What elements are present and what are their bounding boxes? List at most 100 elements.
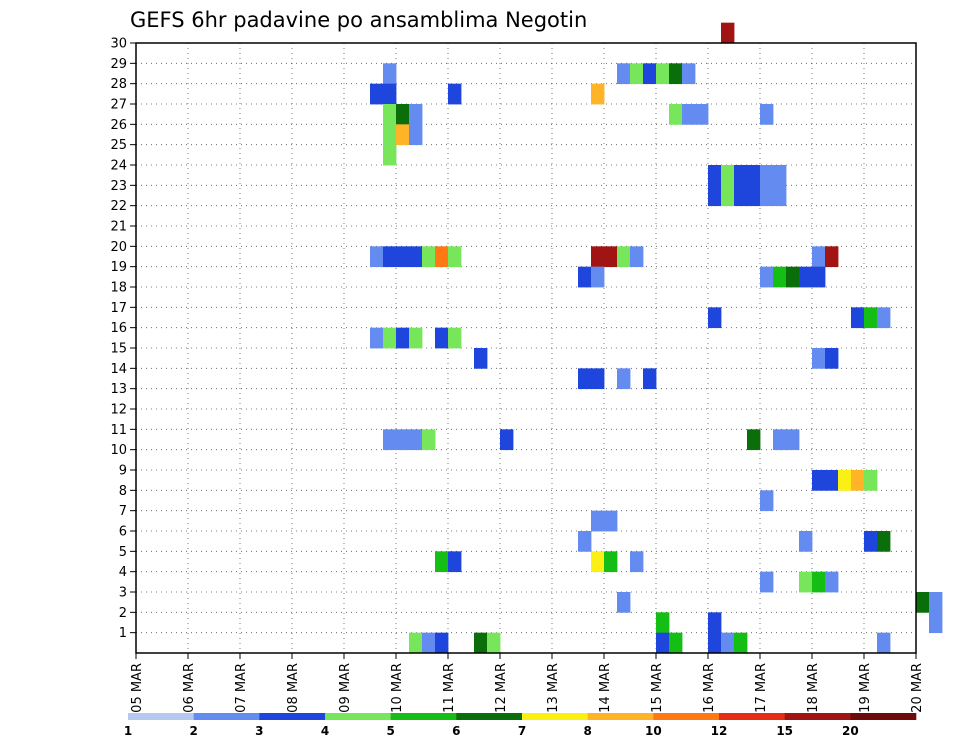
heatmap-cell	[786, 429, 800, 451]
heatmap-cell	[422, 632, 436, 654]
colorbar-label: 10	[645, 724, 662, 738]
heatmap-cell	[747, 185, 761, 207]
heatmap-cell	[383, 144, 397, 166]
heatmap-cell	[799, 571, 813, 593]
colorbar-label: 5	[386, 724, 394, 738]
colorbar-segment	[128, 713, 194, 720]
heatmap-cell	[786, 266, 800, 288]
x-tick-label: 08 MAR	[286, 663, 301, 713]
heatmap-cell	[682, 104, 696, 125]
heatmap-cell	[500, 429, 514, 451]
heatmap-cell	[747, 165, 761, 186]
x-tick-label: 09 MAR	[338, 663, 353, 713]
heatmap-cell	[773, 165, 787, 186]
grid-lines	[136, 42, 916, 653]
y-tick-label: 6	[119, 525, 127, 540]
heatmap-cell	[383, 83, 397, 105]
colorbar-label: 12	[711, 724, 728, 738]
colorbar: 1 2 3 4 5 6 7 8 10 12 15 20	[124, 713, 917, 738]
heatmap-cell	[760, 185, 774, 207]
heatmap-cell	[721, 632, 735, 654]
heatmap-cell	[916, 592, 930, 613]
colorbar-segment	[784, 713, 851, 720]
x-tick-label: 14 MAR	[598, 663, 613, 713]
y-tick-label: 8	[119, 484, 127, 499]
heatmap-cell	[396, 327, 410, 349]
colorbar-segment	[193, 713, 260, 720]
heatmap-cell	[669, 632, 683, 654]
x-tick-label: 18 MAR	[806, 663, 821, 713]
heatmap-cell	[734, 632, 748, 654]
y-tick-label: 19	[110, 260, 127, 275]
heatmap-cell	[682, 63, 696, 85]
heatmap-cell	[370, 327, 384, 349]
heatmap-cell	[591, 246, 605, 268]
heatmap-cell	[812, 246, 826, 268]
heatmap-cell	[929, 592, 943, 613]
heatmap-cell	[474, 632, 488, 654]
heatmap-cell	[708, 632, 722, 654]
colorbar-segment	[390, 713, 457, 720]
y-tick-label: 12	[110, 403, 127, 418]
heatmap-cell	[604, 510, 618, 532]
heatmap-cell	[760, 104, 774, 125]
colorbar-segment	[850, 713, 917, 720]
heatmap-cell	[838, 470, 852, 491]
colorbar-label: 3	[255, 724, 263, 738]
x-tick-label: 05 MAR	[130, 663, 145, 713]
heatmap-cell	[773, 429, 787, 451]
y-tick-label: 2	[119, 606, 127, 621]
heatmap-cell	[422, 429, 436, 451]
heatmap-cell	[760, 165, 774, 186]
y-tick-label: 14	[110, 362, 127, 377]
heatmap-cell	[448, 327, 462, 349]
heatmap-cell	[799, 266, 813, 288]
heatmap-cell	[396, 124, 410, 146]
heatmap-cell	[435, 632, 449, 654]
x-tick-label: 10 MAR	[390, 663, 405, 713]
colorbar-segment	[522, 713, 588, 720]
heatmap-cell	[877, 531, 891, 552]
heatmap-cell	[812, 266, 826, 288]
colorbar-label: 1	[124, 724, 132, 738]
x-tick-label: 11 MAR	[442, 663, 457, 713]
y-tick-label: 23	[110, 179, 127, 194]
x-tick-label: 06 MAR	[182, 663, 197, 713]
colorbar-segment	[456, 713, 523, 720]
heatmap-cell	[448, 83, 462, 105]
colorbar-segment	[719, 713, 785, 720]
heatmap-cell	[734, 185, 748, 207]
heatmap-cell	[630, 246, 644, 268]
heatmap-cell	[864, 307, 878, 329]
heatmap-cell	[747, 429, 761, 451]
y-tick-label: 18	[110, 281, 127, 296]
heatmap-cell	[370, 246, 384, 268]
heatmap-cell	[487, 632, 501, 654]
y-tick-label: 11	[110, 423, 127, 438]
x-tick-label: 12 MAR	[494, 663, 509, 713]
x-tick-label: 20 MAR	[910, 663, 925, 713]
x-tick-label: 07 MAR	[234, 663, 249, 713]
heatmap-cell	[591, 551, 605, 573]
heatmap-cell	[396, 429, 410, 451]
heatmap-cell	[656, 612, 670, 634]
heatmap-cell	[409, 104, 423, 125]
heatmap-cell	[760, 490, 774, 512]
heatmap-cell	[383, 124, 397, 146]
heatmap-cell	[773, 185, 787, 207]
heatmap-cell	[591, 83, 605, 105]
heatmap-cell	[409, 124, 423, 146]
colorbar-label: 6	[452, 724, 460, 738]
heatmap-cell	[383, 327, 397, 349]
heatmap-cell	[383, 429, 397, 451]
heatmap-cell	[695, 104, 709, 125]
heatmap-cell	[383, 246, 397, 268]
colorbar-label: 2	[189, 724, 197, 738]
heatmap-cell	[708, 165, 722, 186]
y-tick-label: 15	[110, 342, 127, 357]
x-tick-label: 13 MAR	[546, 663, 561, 713]
y-tick-label: 9	[119, 464, 127, 479]
chart-title: GEFS 6hr padavine po ansamblima Negotin	[130, 8, 587, 32]
heatmap-cell	[630, 63, 644, 85]
heatmap-cell	[422, 246, 436, 268]
